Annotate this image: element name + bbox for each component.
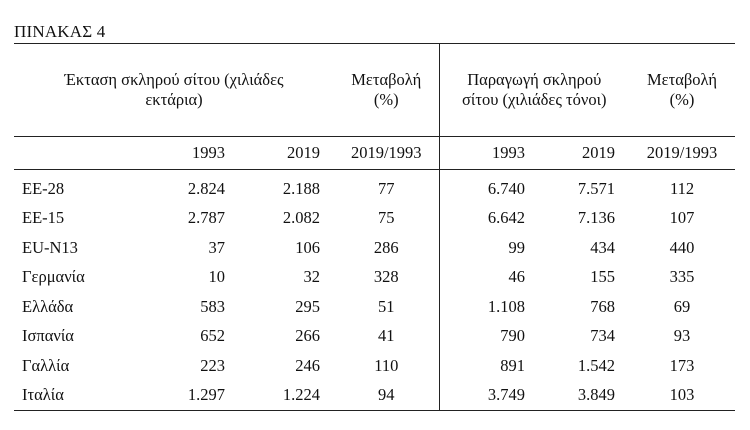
production-change-cell: 173 bbox=[669, 355, 695, 375]
row-label: Ισπανία bbox=[22, 326, 74, 346]
area-1993-cell: 652 bbox=[200, 326, 225, 346]
production-change-cell: 335 bbox=[669, 267, 695, 287]
table-caption: ΠΙΝΑΚΑΣ 4 bbox=[14, 22, 106, 41]
area-1993-header: 1993 bbox=[134, 136, 239, 170]
area-change-cell: 41 bbox=[378, 326, 395, 346]
area-group-header: Έκταση σκληρού σίτου (χιλιάδες εκτάρια) bbox=[64, 70, 284, 109]
production-2019-cell: 7.136 bbox=[577, 208, 616, 228]
area-2019-cell: 266 bbox=[295, 326, 321, 346]
area-1993-cell: 2.824 bbox=[187, 178, 225, 198]
table-row: Ιταλία 1.297 1.224 94 3.749 3.849 103 bbox=[14, 380, 735, 410]
area-2019-cell: 32 bbox=[303, 267, 321, 287]
production-group-header: Παραγωγή σκληρού σίτου (χιλιάδες τόνοι) bbox=[438, 44, 630, 137]
production-change-cell: 103 bbox=[669, 385, 695, 405]
production-1993-cell: 790 bbox=[438, 321, 540, 351]
row-label: ΕΕ-15 bbox=[22, 208, 65, 228]
production-ratio-header: 2019/1993 bbox=[629, 136, 736, 170]
area-1993-cell: 583 bbox=[200, 296, 225, 316]
production-change-cell: 93 bbox=[673, 326, 691, 346]
area-change-cell: 286 bbox=[373, 237, 399, 257]
area-1993-cell: 2.787 bbox=[187, 208, 225, 228]
area-1993-cell: 10 bbox=[208, 267, 226, 287]
production-1993-cell: 1.108 bbox=[438, 292, 540, 322]
production-2019-cell: 434 bbox=[590, 237, 616, 257]
row-label: Γερμανία bbox=[22, 267, 85, 287]
area-change-cell: 94 bbox=[378, 385, 395, 405]
area-ratio-header: 2019/1993 bbox=[334, 136, 440, 170]
production-2019-cell: 7.571 bbox=[577, 178, 616, 198]
area-change-cell: 110 bbox=[374, 355, 399, 375]
area-2019-cell: 2.082 bbox=[282, 208, 321, 228]
row-label: Ελλάδα bbox=[22, 296, 74, 316]
area-2019-cell: 106 bbox=[295, 237, 321, 257]
production-1993-cell: 46 bbox=[438, 262, 540, 292]
production-2019-cell: 1.542 bbox=[577, 355, 616, 375]
table-body: ΕΕ-28 2.824 2.188 77 6.740 7.571 112 ΕΕ-15 2.787… bbox=[14, 169, 735, 410]
production-1993-cell: 891 bbox=[438, 351, 540, 381]
area-2019-header: 2019 bbox=[239, 136, 335, 170]
durum-wheat-table: Έκταση σκληρού σίτου (χιλιάδες εκτάρια) … bbox=[14, 44, 736, 410]
area-2019-cell: 246 bbox=[295, 355, 321, 375]
production-1993-cell: 6.740 bbox=[438, 169, 540, 204]
table-row: ΕΕ-15 2.787 2.082 75 6.642 7.136 107 bbox=[14, 203, 735, 233]
row-label: Γαλλία bbox=[22, 355, 70, 375]
area-change-header: Μεταβολή (%) bbox=[351, 70, 422, 109]
production-2019-cell: 155 bbox=[590, 267, 616, 287]
table-row: Ελλάδα 583 295 51 1.108 768 69 bbox=[14, 292, 735, 322]
area-change-cell: 77 bbox=[378, 178, 395, 198]
area-2019-cell: 295 bbox=[295, 296, 321, 316]
production-change-cell: 69 bbox=[673, 296, 691, 316]
table-row: Γαλλία 223 246 110 891 1.542 173 bbox=[14, 351, 735, 381]
production-1993-cell: 3.749 bbox=[438, 380, 540, 410]
production-1993-header: 1993 bbox=[438, 136, 540, 170]
data-table-container: Έκταση σκληρού σίτου (χιλιάδες εκτάρια) … bbox=[14, 43, 736, 411]
production-change-cell: 107 bbox=[669, 208, 695, 228]
area-2019-cell: 2.188 bbox=[282, 178, 321, 198]
production-2019-cell: 768 bbox=[590, 296, 616, 316]
area-change-cell: 328 bbox=[373, 267, 399, 287]
production-change-header: Μεταβολή (%) bbox=[647, 70, 718, 109]
production-change-cell: 112 bbox=[669, 178, 695, 198]
table-row: ΕΕ-28 2.824 2.188 77 6.740 7.571 112 bbox=[14, 169, 735, 204]
production-2019-header: 2019 bbox=[539, 136, 630, 170]
production-1993-cell: 99 bbox=[438, 233, 540, 263]
production-2019-cell: 734 bbox=[590, 326, 616, 346]
table-row: Γερμανία 10 32 328 46 155 335 bbox=[14, 262, 735, 292]
area-1993-cell: 37 bbox=[208, 237, 226, 257]
table-row: Ισπανία 652 266 41 790 734 93 bbox=[14, 321, 735, 351]
table-row: EU-N13 37 106 286 99 434 440 bbox=[14, 233, 735, 263]
group-header-row: Έκταση σκληρού σίτου (χιλιάδες εκτάρια) … bbox=[14, 44, 735, 137]
area-1993-cell: 1.297 bbox=[187, 385, 225, 405]
area-change-cell: 51 bbox=[378, 296, 395, 316]
label-column-header bbox=[14, 136, 134, 170]
production-2019-cell: 3.849 bbox=[577, 385, 616, 405]
year-header-row: 1993 2019 2019/1993 1993 2019 2019/1993 bbox=[14, 136, 736, 170]
production-1993-cell: 6.642 bbox=[438, 203, 540, 233]
row-label: ΕΕ-28 bbox=[22, 178, 65, 198]
production-change-cell: 440 bbox=[669, 237, 695, 257]
area-1993-cell: 223 bbox=[200, 355, 225, 375]
row-label: Ιταλία bbox=[22, 385, 64, 405]
area-change-cell: 75 bbox=[378, 208, 395, 228]
row-label: EU-N13 bbox=[22, 237, 78, 257]
area-2019-cell: 1.224 bbox=[282, 385, 321, 405]
